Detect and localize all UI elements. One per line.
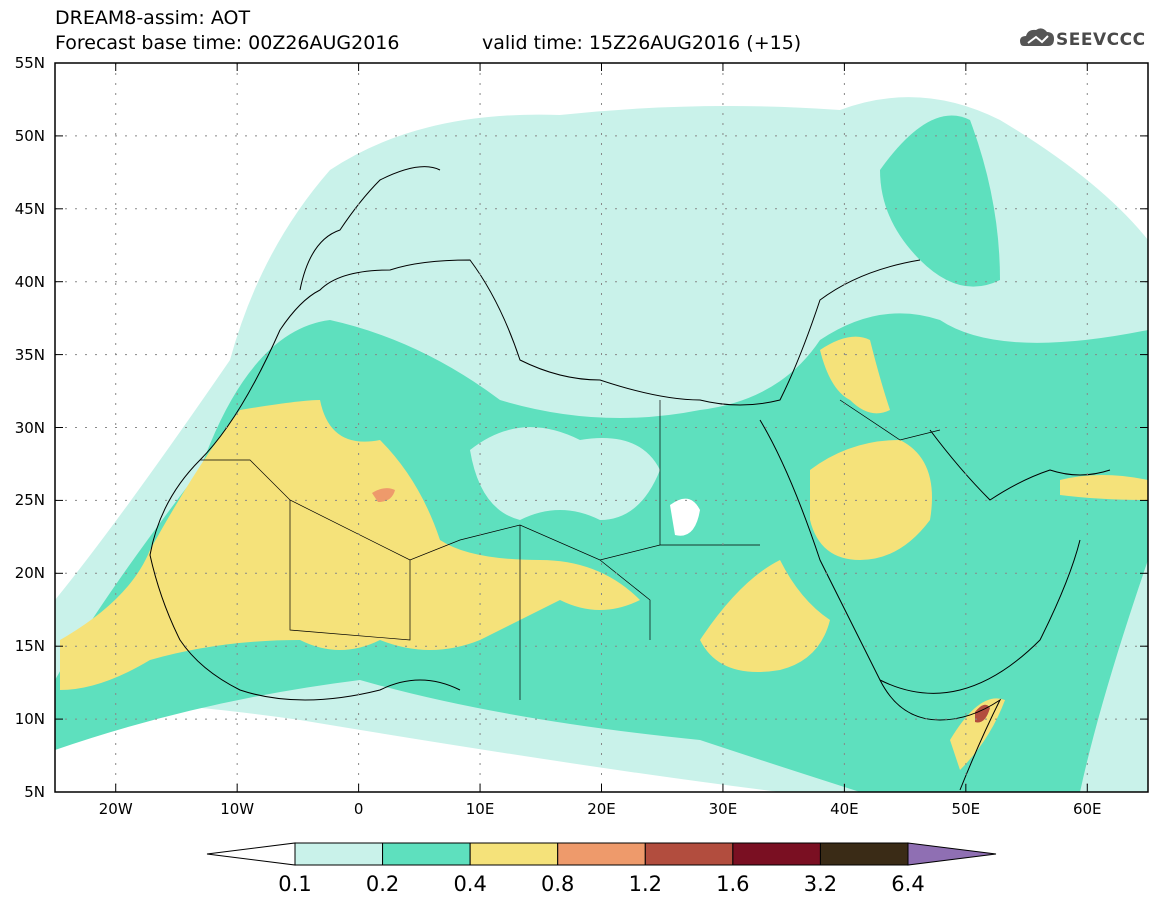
lat-label: 45N	[14, 199, 45, 218]
logo-text: SEEVCCC	[1056, 30, 1146, 50]
lon-label: 0	[353, 800, 364, 818]
lon-label: 40E	[830, 800, 859, 818]
aot-band-0.4-arabia	[810, 440, 932, 560]
colorbar-high-arrow	[907, 842, 997, 866]
lat-label: 10N	[14, 710, 45, 729]
lat-label: 25N	[14, 491, 45, 510]
lat-label: 35N	[14, 345, 45, 364]
aot-band-0.8-algeria	[372, 488, 395, 502]
colorbar-label: 1.6	[716, 872, 750, 896]
forecast-base-time: Forecast base time: 00Z26AUG2016	[55, 32, 400, 54]
lon-label: 30E	[708, 800, 738, 818]
colorbar-label: 0.2	[365, 872, 400, 896]
colorbar-segment	[557, 842, 646, 866]
aot-band-0.2-caspian	[880, 115, 1000, 287]
colorbar-label: 6.4	[891, 872, 925, 896]
lat-label: 55N	[14, 54, 45, 72]
colorbar-segment	[819, 842, 909, 866]
lat-label: 5N	[24, 783, 45, 801]
lat-label: 40N	[14, 272, 45, 291]
lon-label: 50E	[951, 800, 981, 818]
aot-gap-egypt	[670, 498, 700, 536]
lat-label: 20N	[14, 564, 45, 583]
lat-label: 15N	[14, 637, 45, 656]
lon-label: 20E	[587, 800, 616, 818]
aot-band-0.4-sudan	[700, 560, 830, 672]
lon-label: 10W	[220, 800, 255, 818]
aot-band-0.4-pakistan	[1060, 475, 1148, 500]
aot-band-1.2-somalia	[975, 704, 990, 723]
colorbar	[206, 842, 997, 866]
aot-band-0.4-somalia	[950, 698, 1005, 770]
colorbar-segment	[294, 842, 384, 866]
colorbar-label: 3.2	[803, 872, 838, 896]
lat-label: 50N	[14, 126, 45, 145]
map-title: DREAM8-assim: AOT	[55, 7, 251, 29]
aot-gap-libya	[470, 427, 660, 520]
colorbar-label: 1.2	[628, 872, 662, 896]
colorbar-label: 0.1	[278, 872, 312, 896]
lon-label: 20W	[98, 800, 133, 818]
lon-label: 10E	[465, 800, 495, 818]
cloud-logo-icon	[1020, 28, 1054, 46]
coastlines	[149, 166, 1111, 791]
aot-band-0.4-iraq	[820, 336, 890, 414]
colorbar-segment	[732, 842, 821, 866]
colorbar-label: 0.4	[453, 872, 487, 896]
valid-time: valid time: 15Z26AUG2016 (+15)	[482, 32, 802, 54]
lon-label: 60E	[1072, 800, 1102, 818]
axis-ticks	[55, 62, 1148, 793]
gridlines	[55, 63, 1148, 792]
colorbar-segment	[382, 842, 471, 866]
colorbar-segment	[644, 842, 734, 866]
aot-band-0.4-sahara	[60, 400, 640, 690]
colorbar-segment	[469, 842, 559, 866]
colorbar-label: 0.8	[541, 872, 575, 896]
colorbar-low-arrow	[206, 842, 296, 866]
lat-label: 30N	[14, 418, 45, 437]
